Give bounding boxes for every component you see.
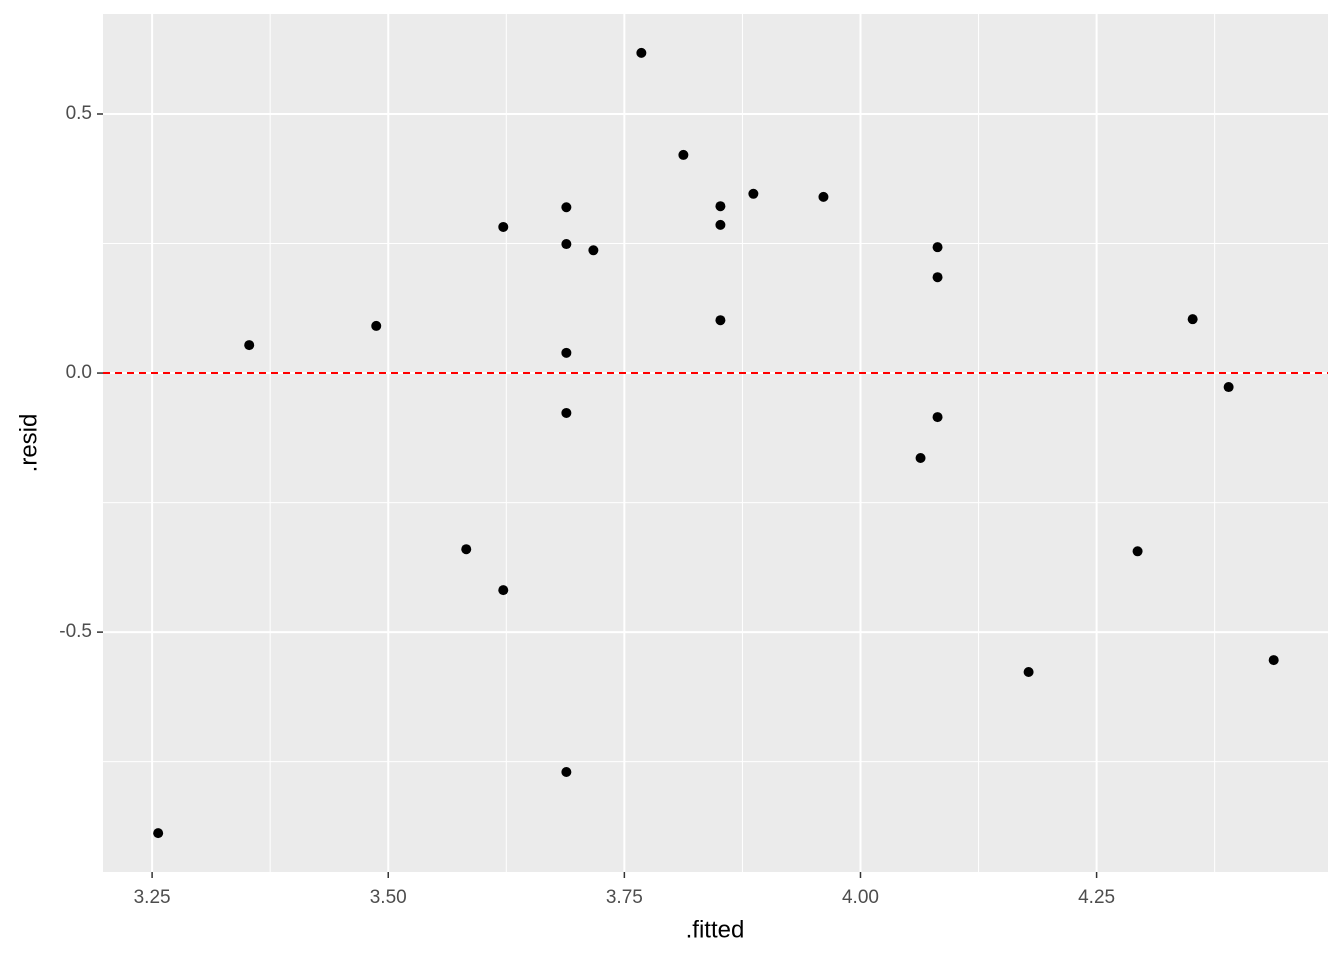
x-tick-label: 4.25 (1078, 887, 1115, 908)
y-tick-label: -0.5 (59, 621, 92, 642)
point (715, 315, 726, 326)
point (715, 201, 726, 212)
point (932, 412, 943, 423)
y-axis-title: .resid (15, 414, 42, 473)
point (371, 320, 382, 331)
point (1132, 546, 1143, 557)
point (561, 239, 572, 250)
point (932, 242, 943, 253)
x-tick-label: 3.25 (134, 887, 171, 908)
x-tick-label: 4.00 (842, 887, 879, 908)
panel (103, 14, 1328, 872)
point (932, 272, 943, 283)
point (818, 191, 829, 202)
point (588, 245, 599, 256)
point (561, 202, 572, 213)
point (748, 188, 759, 199)
point (915, 453, 926, 464)
point (561, 347, 572, 358)
y-tick-label: 0.5 (66, 103, 92, 124)
x-axis-title: .fitted (686, 916, 745, 943)
x-tick-label: 3.75 (606, 887, 643, 908)
point (1223, 382, 1234, 393)
point (1023, 667, 1034, 678)
point (636, 47, 647, 58)
point (561, 407, 572, 418)
point (153, 828, 164, 839)
point (715, 219, 726, 230)
point (498, 221, 509, 232)
point (561, 767, 572, 778)
y-tick-label: 0.0 (66, 362, 92, 383)
point (1268, 655, 1279, 666)
point (1187, 314, 1198, 325)
point (461, 544, 472, 555)
point (678, 149, 689, 160)
x-tick-label: 3.50 (370, 887, 407, 908)
point (244, 340, 255, 351)
point (498, 585, 509, 596)
